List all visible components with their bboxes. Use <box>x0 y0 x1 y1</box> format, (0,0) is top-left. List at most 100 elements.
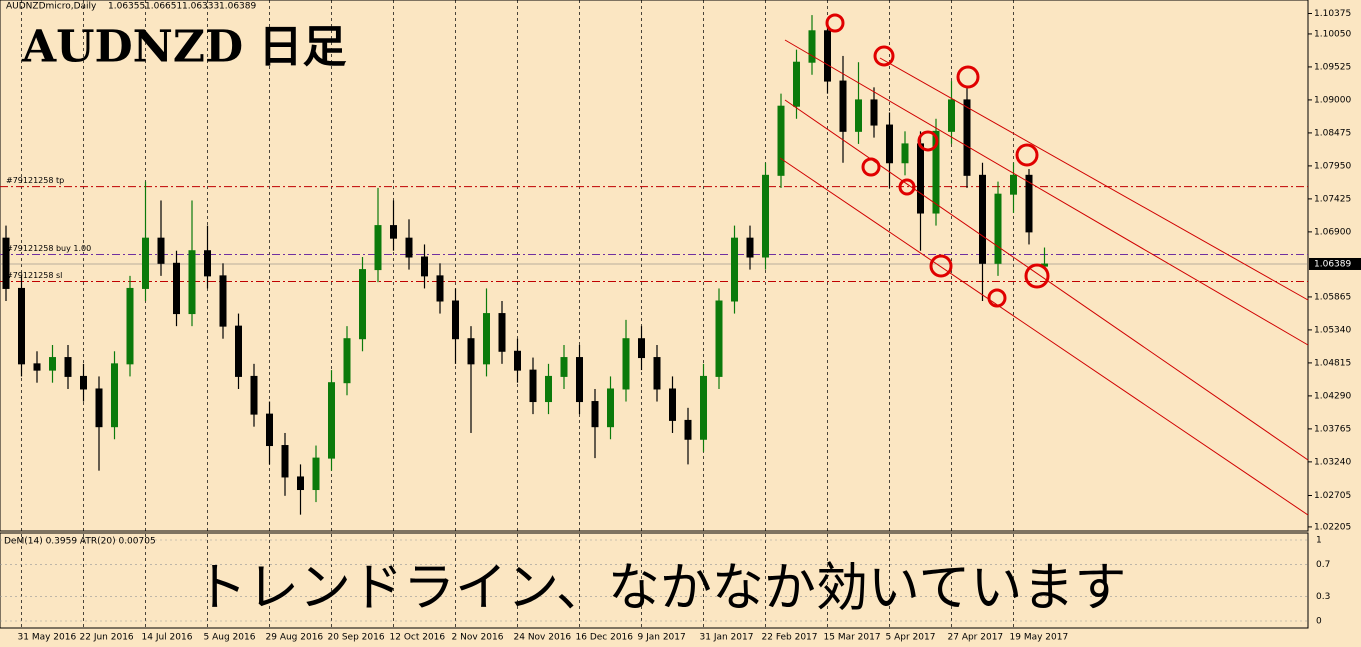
ohlc-high: 1.06651 <box>145 2 182 12</box>
candle-body <box>560 357 568 377</box>
candle-body <box>33 363 41 371</box>
candle-body <box>855 99 862 132</box>
x-tick-label: 19 May 2017 <box>1010 633 1069 643</box>
candle-body <box>498 313 506 352</box>
candle-body <box>808 30 816 63</box>
y-tick-label: 1.04815 <box>1314 358 1351 368</box>
y-tick-label: 1.06900 <box>1314 227 1351 237</box>
circle <box>873 45 895 67</box>
circle <box>929 254 953 278</box>
indicator-tick-label: 0.7 <box>1316 560 1330 570</box>
price-frame <box>0 0 1309 532</box>
order-label: #79121258 sl <box>6 271 62 280</box>
candle-body <box>948 99 955 132</box>
candle-body <box>731 237 738 302</box>
circle <box>861 157 881 177</box>
candle-body <box>359 269 366 340</box>
channel-line <box>879 57 1309 301</box>
x-tick-label: 20 Sep 2016 <box>328 633 385 643</box>
y-tick-label: 1.03240 <box>1314 457 1351 467</box>
candle-body <box>452 300 459 340</box>
candle-body <box>18 287 25 365</box>
candle-body <box>405 237 413 258</box>
y-tick-label: 1.10375 <box>1314 9 1351 19</box>
candle-body <box>188 250 196 315</box>
y-tick-label: 1.02705 <box>1314 491 1351 501</box>
candle-body <box>607 388 614 428</box>
candle-body <box>173 262 180 315</box>
current-price-label: 1.06389 <box>1314 259 1351 269</box>
title: AUDNZD 日足 <box>21 22 346 73</box>
y-tick-label: 1.07950 <box>1314 161 1351 171</box>
y-tick-label: 1.08475 <box>1314 128 1351 138</box>
candle-body <box>870 99 878 126</box>
candle-body <box>793 61 800 107</box>
x-tick-label: 24 Nov 2016 <box>514 633 572 643</box>
y-tick-label: 1.09000 <box>1314 95 1351 105</box>
order-label: #79121258 buy 1.00 <box>6 244 91 253</box>
candle-body <box>2 237 10 289</box>
candle-body <box>483 313 490 365</box>
y-tick-label: 1.03765 <box>1314 424 1351 434</box>
candle-body <box>467 338 475 365</box>
candle-body <box>529 369 537 403</box>
candle-body <box>111 363 118 428</box>
indicator-tick-label: 1 <box>1316 536 1322 546</box>
channel-line <box>779 157 1309 516</box>
indicator-tick-label: 0.3 <box>1316 592 1330 602</box>
x-tick-label: 22 Jun 2016 <box>80 633 134 643</box>
candle-body <box>266 413 273 447</box>
candle-body <box>421 256 428 277</box>
y-tick-label: 1.07425 <box>1314 194 1351 204</box>
candle-body <box>576 357 583 403</box>
circle <box>917 130 939 152</box>
x-tick-label: 2 Nov 2016 <box>452 633 504 643</box>
x-tick-label: 31 Jan 2017 <box>700 633 754 643</box>
candle-body <box>235 325 242 377</box>
candle-body <box>886 124 893 164</box>
candle-body <box>591 401 599 428</box>
x-tick-label: 12 Oct 2016 <box>390 633 446 643</box>
candle-body <box>250 375 258 415</box>
circle <box>1024 263 1050 289</box>
x-tick-label: 9 Jan 2017 <box>638 633 686 643</box>
candle-body <box>142 237 149 289</box>
candle-body <box>963 99 971 176</box>
candle-body <box>1025 174 1033 233</box>
candle-body <box>653 357 661 390</box>
candle-body <box>622 338 630 390</box>
candle-body <box>64 357 72 377</box>
candle-body <box>762 174 769 258</box>
circle <box>956 65 980 89</box>
ohlc-open: 1.06355 <box>108 2 145 12</box>
candle-body <box>1010 174 1017 195</box>
highlight-circles <box>825 13 1050 308</box>
candle-body <box>514 350 521 371</box>
caption: トレンドライン、なかなか効いています <box>195 559 1126 619</box>
candle-body <box>901 143 909 164</box>
x-tick-label: 16 Dec 2016 <box>576 633 634 643</box>
candle-body <box>979 174 986 264</box>
candle-body <box>80 375 87 390</box>
y-tick-label: 1.02205 <box>1314 522 1351 532</box>
symbol: AUDNZDmicro,Daily <box>6 2 97 12</box>
candle-body <box>297 476 304 491</box>
candle-body <box>390 225 397 239</box>
order-label: #79121258 tp <box>6 176 64 185</box>
x-tick-label: 14 Jul 2016 <box>142 633 193 643</box>
candle-body <box>49 357 56 371</box>
ohlc-low: 1.06333 <box>182 2 219 12</box>
candle-body <box>436 275 444 302</box>
candle-body <box>638 338 645 359</box>
y-tick-label: 1.09525 <box>1314 62 1351 72</box>
circle <box>898 178 916 196</box>
grid <box>0 0 1312 628</box>
candle-body <box>343 338 351 384</box>
indicator-label: DeM(14) 0.3959 ATR(20) 0.00705 <box>4 537 156 547</box>
candle-body <box>669 388 676 421</box>
candle-body <box>777 105 785 176</box>
candle-body <box>545 375 552 403</box>
candle-body <box>684 419 692 440</box>
